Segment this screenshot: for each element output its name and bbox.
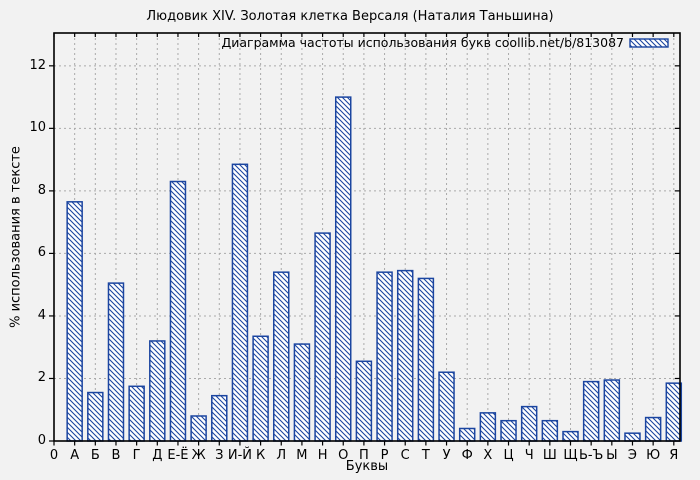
y-tick-label: 2 bbox=[37, 370, 46, 386]
x-tick-label: П bbox=[359, 448, 369, 463]
chart-bar bbox=[479, 412, 497, 442]
x-tick-label: З bbox=[215, 448, 224, 463]
x-tick-label: О bbox=[338, 448, 349, 463]
x-tick-label: И-Й bbox=[227, 448, 252, 463]
x-tick-label: 0 bbox=[49, 448, 59, 463]
x-tick-label: Ш bbox=[542, 448, 557, 463]
chart-bar bbox=[458, 427, 476, 442]
x-tick-label: Щ bbox=[563, 448, 578, 463]
x-tick-label: Ю bbox=[646, 448, 661, 463]
y-tick-label: 4 bbox=[37, 307, 46, 323]
x-tick-label: Ф bbox=[461, 448, 473, 463]
chart-bar bbox=[87, 391, 104, 442]
y-tick-label: 0 bbox=[37, 433, 46, 448]
x-tick-label: М bbox=[296, 448, 308, 463]
x-tick-label: Ж bbox=[191, 448, 206, 463]
chart-bar bbox=[149, 340, 166, 442]
x-tick-label: Г bbox=[132, 448, 141, 463]
chart-title: Людовик XIV. Золотая клетка Версаля (Нат… bbox=[146, 9, 554, 24]
chart-bar bbox=[500, 419, 517, 442]
y-tick-label: 8 bbox=[37, 182, 46, 198]
y-tick-label: 12 bbox=[29, 57, 46, 73]
chart-bar bbox=[211, 394, 228, 442]
y-tick-label: 10 bbox=[29, 120, 46, 136]
x-tick-label: Я bbox=[669, 448, 679, 463]
chart-bar bbox=[66, 201, 83, 442]
x-tick-label: Э bbox=[627, 448, 637, 463]
x-tick-label: В bbox=[111, 448, 121, 463]
chart-bar bbox=[624, 432, 641, 442]
x-tick-label: Б bbox=[90, 448, 100, 463]
x-tick-label: Д bbox=[152, 448, 163, 463]
chart-bar bbox=[293, 343, 311, 442]
y-tick-label: 6 bbox=[37, 245, 46, 261]
chart-bar bbox=[644, 416, 662, 442]
x-tick-label: Л bbox=[276, 448, 287, 463]
legend-swatch bbox=[629, 38, 669, 48]
x-tick-label: У bbox=[442, 448, 451, 463]
legend-label: Диаграмма частоты использования букв coo… bbox=[221, 35, 624, 50]
x-tick-label: С bbox=[400, 448, 410, 463]
chart-bar bbox=[252, 335, 269, 442]
chart-bar bbox=[107, 282, 125, 442]
chart-bar bbox=[273, 271, 290, 442]
chart-bar bbox=[541, 419, 559, 442]
chart-bar bbox=[582, 380, 600, 442]
chart-bar bbox=[190, 415, 207, 442]
chart-bar bbox=[438, 371, 455, 442]
x-tick-label: Ь-Ъ bbox=[578, 448, 604, 463]
x-tick-label: Т bbox=[421, 448, 430, 463]
chart-bar bbox=[231, 163, 249, 442]
bars bbox=[66, 96, 683, 442]
chart-bar bbox=[396, 269, 414, 442]
x-tick-label: Ы bbox=[606, 448, 618, 463]
chart-bar bbox=[603, 379, 621, 442]
chart-bar bbox=[562, 430, 579, 442]
x-tick-label: К bbox=[255, 448, 266, 463]
chart-bar bbox=[417, 277, 435, 442]
x-tick-label: Ц bbox=[503, 448, 514, 463]
y-axis-title: % использования в тексте bbox=[8, 146, 24, 328]
chart-bar bbox=[169, 180, 187, 442]
chart-bar bbox=[665, 382, 683, 442]
chart-bar bbox=[376, 271, 393, 442]
chart-bar bbox=[520, 405, 538, 442]
x-tick-label: Е-Ё bbox=[167, 448, 189, 463]
x-tick-label: Ч bbox=[524, 448, 534, 463]
x-axis-title: Буквы bbox=[345, 459, 389, 474]
chart-bar bbox=[355, 360, 373, 442]
x-tick-label: Р bbox=[380, 448, 389, 463]
plot-border bbox=[53, 32, 681, 442]
chart-bar bbox=[128, 385, 145, 442]
x-tick-label: А bbox=[70, 448, 80, 463]
x-tick-label: Н bbox=[317, 448, 328, 463]
x-tick-label: Х bbox=[483, 448, 493, 463]
chart-bar bbox=[314, 232, 331, 442]
chart-bar bbox=[334, 96, 352, 442]
